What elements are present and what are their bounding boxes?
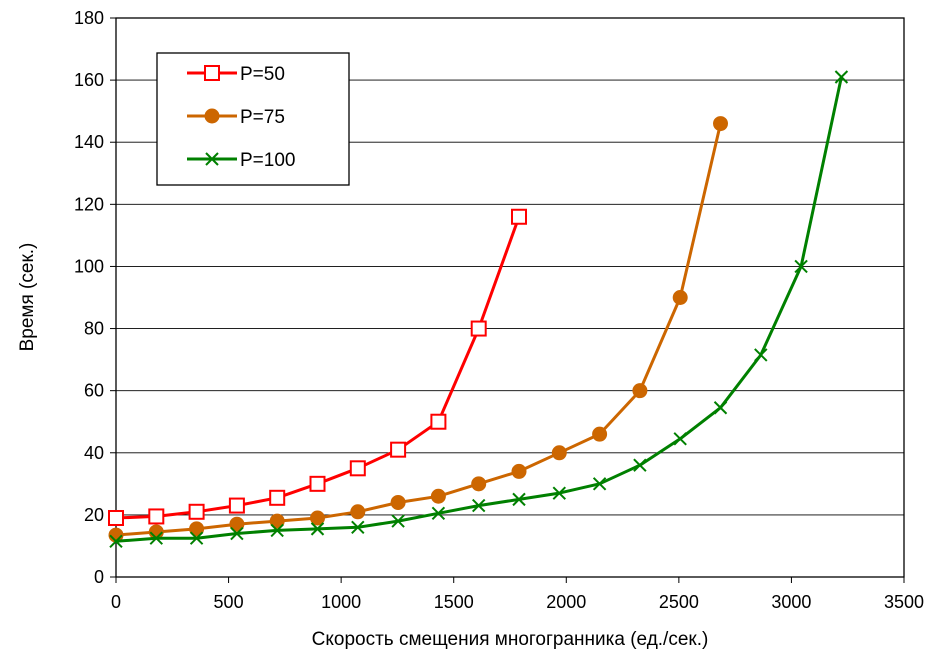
legend-entry: P=100 xyxy=(187,150,295,171)
y-tick-label: 40 xyxy=(84,443,104,463)
data-point xyxy=(754,348,768,362)
data-point xyxy=(633,458,647,472)
data-point xyxy=(713,401,728,415)
data-point xyxy=(431,506,446,521)
y-tick-label: 0 xyxy=(94,567,104,587)
data-point xyxy=(351,520,365,535)
data-point xyxy=(108,509,124,526)
data-point xyxy=(673,432,687,446)
legend-marker xyxy=(204,108,220,124)
data-point xyxy=(391,514,405,528)
data-point xyxy=(390,494,406,510)
data-point xyxy=(149,531,164,545)
legend-label: P=50 xyxy=(240,64,285,85)
x-tick-label: 2500 xyxy=(659,592,699,612)
data-point xyxy=(310,522,325,536)
legend-label: P=75 xyxy=(240,107,285,128)
x-tick-label: 1000 xyxy=(321,592,361,612)
data-point xyxy=(794,259,808,274)
data-point xyxy=(511,463,527,479)
x-tick-label: 3000 xyxy=(771,592,811,612)
legend-entry: P=50 xyxy=(187,64,285,85)
y-axis-title: Время (сек.) xyxy=(17,243,38,352)
y-tick-label: 140 xyxy=(74,132,104,152)
series-layer xyxy=(108,70,849,548)
data-point xyxy=(430,413,447,430)
data-point xyxy=(189,521,205,537)
plot-area-frame xyxy=(115,17,905,578)
data-point xyxy=(228,497,245,514)
y-tick-label: 20 xyxy=(84,505,104,525)
x-axis-title: Скорость смещения многогранника (ед./сек… xyxy=(312,629,709,650)
data-point xyxy=(470,320,487,337)
data-point xyxy=(350,504,366,520)
data-point xyxy=(229,516,245,532)
data-point xyxy=(349,460,366,477)
data-point xyxy=(552,486,567,500)
x-tick-label: 3500 xyxy=(884,592,924,612)
data-point xyxy=(512,492,526,507)
data-point xyxy=(188,503,205,520)
y-tick-label: 120 xyxy=(74,194,104,214)
data-point xyxy=(632,383,648,399)
x-tick-label: 0 xyxy=(111,592,121,612)
legend-marker xyxy=(205,152,219,166)
data-point xyxy=(834,70,849,84)
data-point xyxy=(269,513,285,529)
series-P=50 xyxy=(108,208,528,526)
series-line xyxy=(115,216,521,520)
legend: P=50 P=75 P=100 xyxy=(156,52,350,186)
data-point xyxy=(309,475,326,492)
legend-box xyxy=(156,52,350,186)
legend-marker xyxy=(204,65,220,81)
data-point xyxy=(269,489,286,506)
series-P=75 xyxy=(108,116,729,543)
data-point xyxy=(390,441,407,458)
data-point xyxy=(551,445,567,461)
x-tick-label: 500 xyxy=(214,592,244,612)
y-tick-label: 80 xyxy=(84,319,104,339)
series-line xyxy=(115,123,722,537)
data-point xyxy=(672,290,688,305)
data-point xyxy=(189,531,204,545)
data-point xyxy=(310,510,326,526)
data-point xyxy=(713,116,729,132)
legend-entry: P=75 xyxy=(187,107,285,128)
data-point xyxy=(592,426,608,442)
data-point xyxy=(148,508,165,525)
y-tick-label: 100 xyxy=(74,256,104,276)
y-tick-label: 160 xyxy=(74,70,104,90)
axis-ticks: 0 20 40 60 80 100 120 140 160 180 0 500 1000 1500 2000… xyxy=(74,8,924,612)
x-tick-label: 1500 xyxy=(434,592,474,612)
data-point xyxy=(430,488,446,504)
data-point xyxy=(471,476,487,492)
y-tick-label: 60 xyxy=(84,381,104,401)
x-tick-label: 2000 xyxy=(546,592,586,612)
data-point xyxy=(230,526,244,541)
data-point xyxy=(592,477,607,491)
data-point xyxy=(471,498,486,513)
data-point xyxy=(270,523,284,538)
legend-label: P=100 xyxy=(240,150,295,171)
data-point xyxy=(109,534,123,548)
data-point xyxy=(511,208,528,225)
series-P=100 xyxy=(109,70,849,548)
y-tick-label: 180 xyxy=(74,8,104,28)
